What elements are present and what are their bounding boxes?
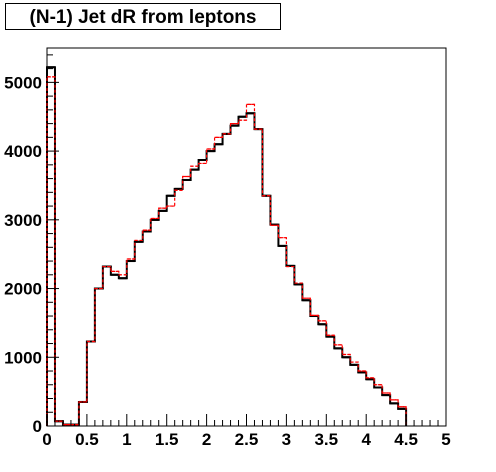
chart-title-box: (N-1) Jet dR from leptons — [5, 3, 281, 30]
x-tick-label: 2.5 — [235, 430, 259, 449]
x-tick-label: 4 — [361, 430, 371, 449]
y-tick-label: 0 — [33, 417, 42, 436]
x-tick-label: 4.5 — [394, 430, 418, 449]
x-tick-label: 3.5 — [314, 430, 338, 449]
x-tick-label: 1 — [122, 430, 131, 449]
x-tick-label: 1.5 — [155, 430, 179, 449]
x-tick-label: 0 — [42, 430, 51, 449]
series-line — [46, 76, 407, 426]
series-0-solid — [46, 66, 408, 426]
y-tick-label: 2000 — [4, 280, 42, 299]
x-tick-label: 0.5 — [75, 430, 99, 449]
series-1-dashed — [46, 76, 407, 426]
series-line — [46, 66, 408, 426]
chart-title: (N-1) Jet dR from leptons — [29, 7, 257, 28]
series-layer — [46, 66, 408, 426]
x-tick-label: 5 — [441, 430, 450, 449]
y-tick-label: 3000 — [4, 211, 42, 230]
x-tick-label: 3 — [282, 430, 291, 449]
x-tick-label: 2 — [202, 430, 211, 449]
y-tick-label: 4000 — [4, 142, 42, 161]
y-tick-label: 1000 — [4, 348, 42, 367]
y-tick-label: 5000 — [4, 73, 42, 92]
axis-layer: 0 0.5 1 1.5 2 2.5 3 3.5 4 4.5 5 0 1000 2000 3000 4000 50… — [4, 54, 451, 449]
